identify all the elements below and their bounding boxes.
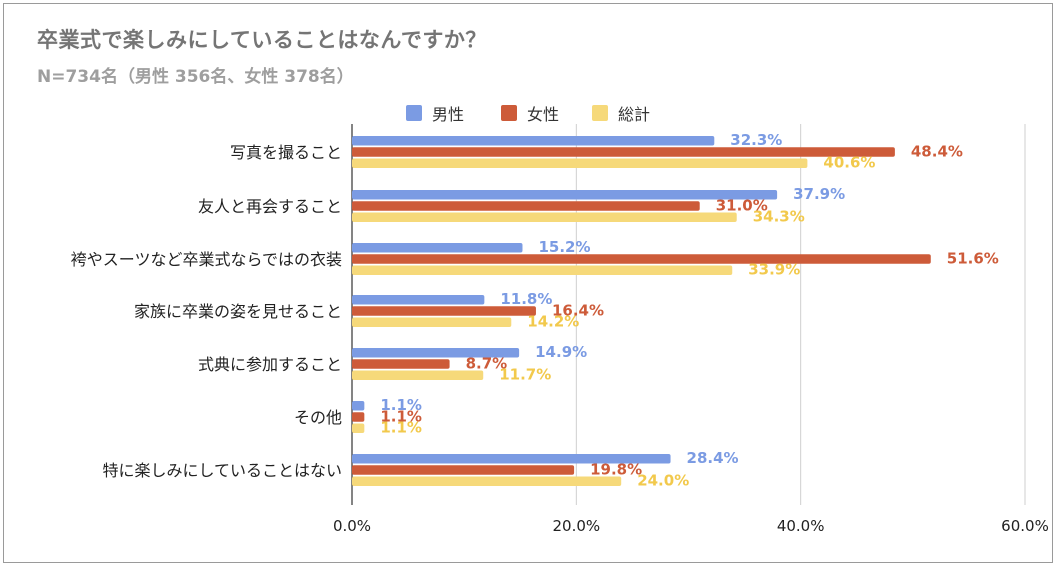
bar-male xyxy=(352,295,485,305)
category-label: 式典に参加すること xyxy=(198,355,342,374)
data-label-male: 1.1% xyxy=(380,396,422,414)
category-label: 家族に卒業の姿を見せること xyxy=(134,302,342,321)
x-tick-label: 60.0% xyxy=(1001,517,1049,535)
chart-title: 卒業式で楽しみにしていることはなんですか？ xyxy=(37,28,487,52)
bar-male xyxy=(352,136,715,146)
bar-total xyxy=(352,317,512,327)
data-label-female: 8.7% xyxy=(466,354,508,372)
x-tick-label: 40.0% xyxy=(777,517,825,535)
bar-total xyxy=(352,476,622,486)
data-label-female: 51.6% xyxy=(947,249,999,267)
data-label-total: 34.3% xyxy=(753,207,805,225)
legend-item-female: 女性 xyxy=(501,102,559,124)
category-label: その他 xyxy=(294,408,342,427)
bar-total xyxy=(352,265,733,275)
bar-total xyxy=(352,212,737,222)
bar-female xyxy=(352,201,700,211)
category-label: 友人と再会すること xyxy=(198,197,342,216)
bar-total xyxy=(352,423,365,433)
data-label-male: 14.9% xyxy=(535,343,587,361)
legend-swatch-male xyxy=(406,105,422,121)
category-label: 特に楽しみにしていることはない xyxy=(102,461,342,480)
bar-male xyxy=(352,190,778,200)
data-label-male: 11.8% xyxy=(500,290,552,308)
legend-item-total: 総計 xyxy=(592,102,650,124)
bar-total xyxy=(352,158,808,168)
legend-swatch-total xyxy=(592,105,608,121)
data-label-female: 48.4% xyxy=(911,142,963,160)
data-label-male: 28.4% xyxy=(687,449,739,467)
legend-label-female: 女性 xyxy=(527,105,560,124)
x-tick-label: 20.0% xyxy=(553,517,601,535)
data-label-total: 11.7% xyxy=(499,365,551,383)
legend-swatch-female xyxy=(501,105,517,121)
bar-total xyxy=(352,370,484,380)
x-tick-label: 0.0% xyxy=(333,517,371,535)
data-label-total: 40.6% xyxy=(823,153,875,171)
data-label-male: 37.9% xyxy=(793,185,845,203)
bar-female xyxy=(352,254,931,264)
bar-male xyxy=(352,243,523,253)
legend-label-total: 総計 xyxy=(618,105,651,124)
data-label-male: 32.3% xyxy=(730,131,782,149)
data-label-total: 1.1% xyxy=(380,418,422,436)
bar-female xyxy=(352,359,450,369)
data-label-total: 33.9% xyxy=(748,260,800,278)
bar-female xyxy=(352,306,536,316)
data-label-male: 15.2% xyxy=(538,238,590,256)
legend-item-male: 男性 xyxy=(406,102,464,124)
data-label-total: 14.2% xyxy=(527,312,579,330)
bar-female xyxy=(352,465,575,475)
data-label-total: 24.0% xyxy=(637,471,689,489)
bar-male xyxy=(352,401,365,411)
legend: 男性 女性 総計 xyxy=(4,102,1052,124)
category-label: 写真を撮ること xyxy=(230,143,342,162)
bar-male xyxy=(352,454,671,464)
bar-female xyxy=(352,412,365,422)
data-label-female: 1.1% xyxy=(380,407,422,425)
category-label: 袴やスーツなど卒業式ならではの衣装 xyxy=(71,250,342,269)
data-label-female: 16.4% xyxy=(552,301,604,319)
bar-female xyxy=(352,147,895,157)
data-label-female: 31.0% xyxy=(716,196,768,214)
legend-label-male: 男性 xyxy=(432,105,465,124)
bar-male xyxy=(352,348,520,358)
chart-subtitle: N=734名（男性 356名、女性 378名） xyxy=(37,67,354,87)
data-label-female: 19.8% xyxy=(590,460,642,478)
